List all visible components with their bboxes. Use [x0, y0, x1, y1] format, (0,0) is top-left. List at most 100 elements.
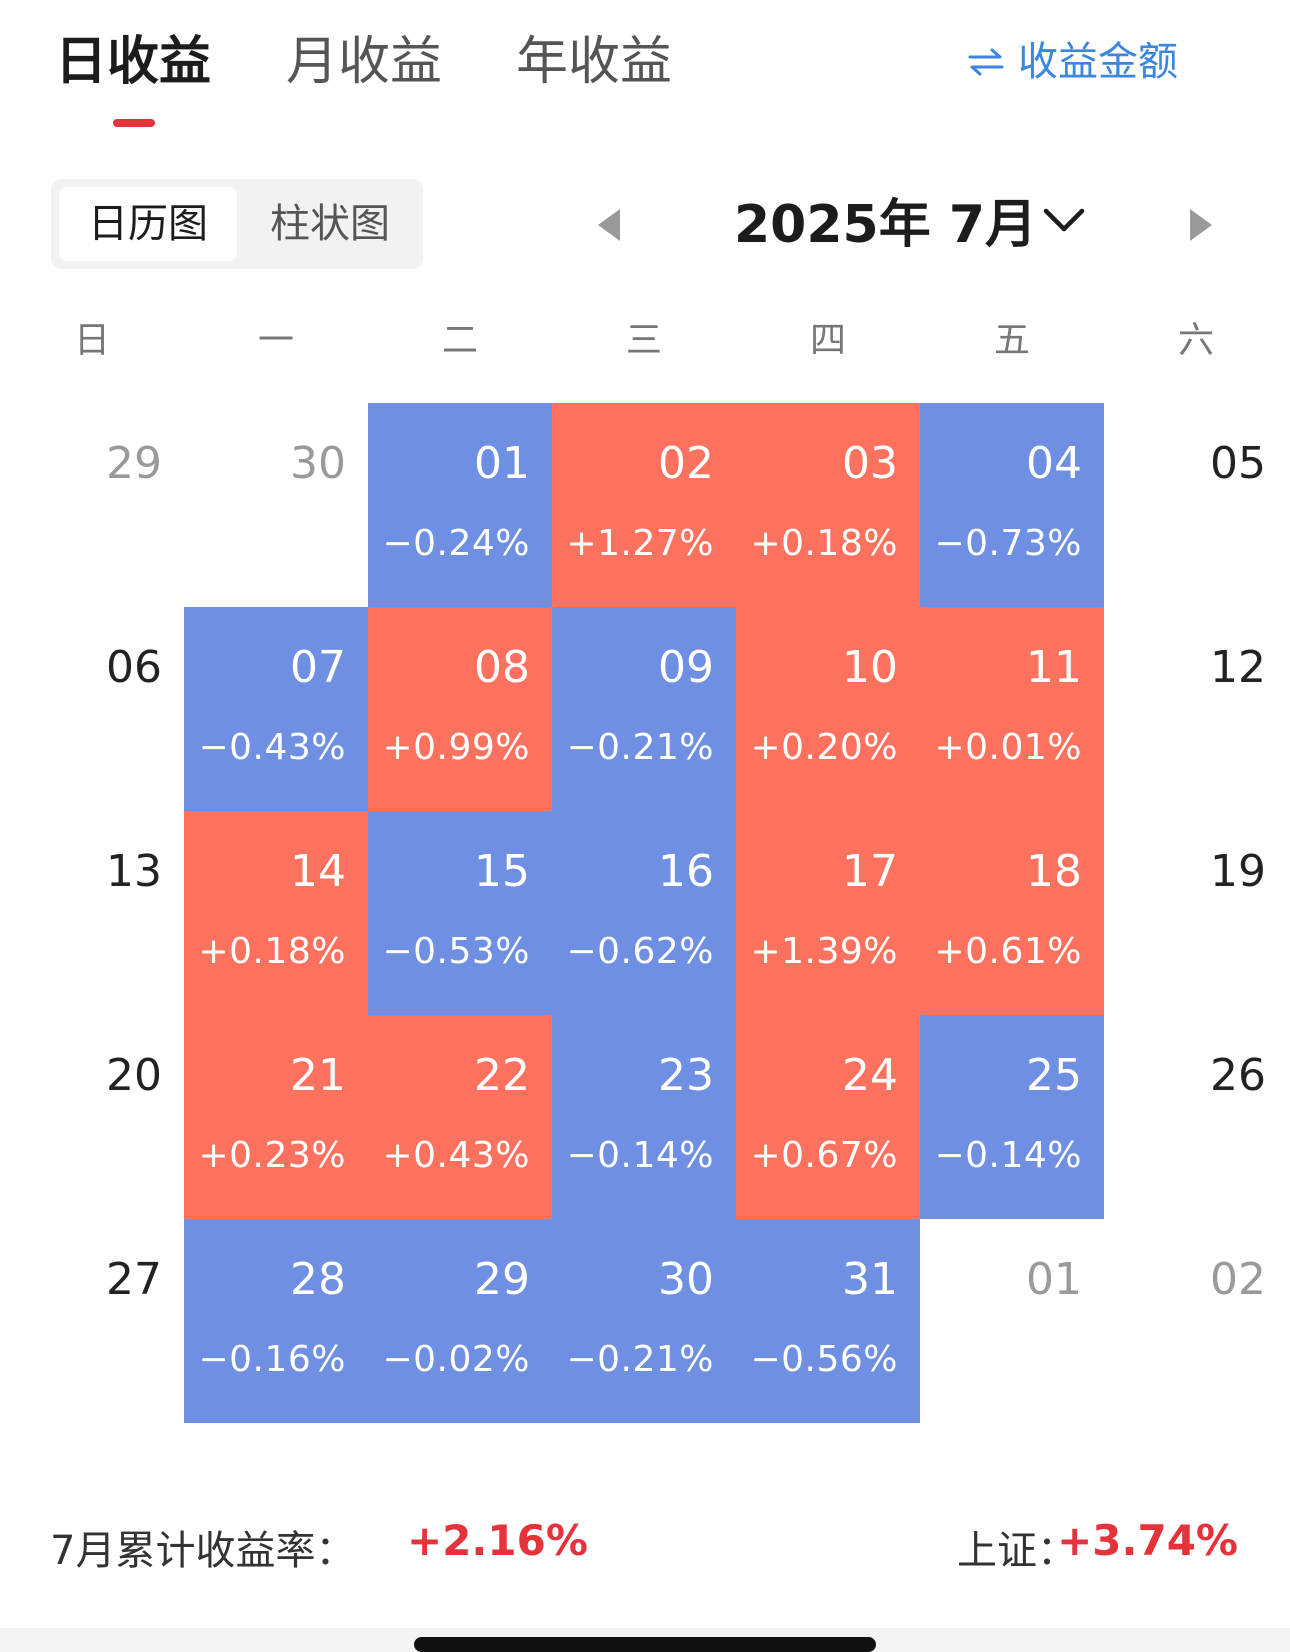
calendar-day-cell[interactable]: 26 [1104, 1015, 1288, 1219]
weekday-tue: 二 [441, 320, 478, 361]
triangle-right-icon[interactable] [1186, 205, 1216, 245]
day-number: 09 [658, 642, 714, 693]
day-number: 11 [1026, 642, 1082, 693]
calendar-day-cell[interactable]: 24 +0.67% [736, 1015, 920, 1219]
toggle-amount-label: 收益金额 [1018, 39, 1178, 85]
calendar-day-cell[interactable]: 30 [184, 403, 368, 607]
calendar-day-cell[interactable]: 03 +0.18% [736, 403, 920, 607]
month-label[interactable]: 2025年 7月 [734, 195, 1038, 255]
chevron-down-icon[interactable] [1040, 203, 1088, 237]
day-number: 27 [106, 1254, 162, 1305]
day-return-percent: +0.18% [198, 931, 346, 972]
calendar-day-cell[interactable]: 14 +0.18% [184, 811, 368, 1015]
day-number: 01 [474, 438, 530, 489]
index-value: +3.74% [1057, 1516, 1238, 1565]
calendar-day-cell[interactable]: 10 +0.20% [736, 607, 920, 811]
weekday-sun: 日 [73, 320, 110, 361]
day-number: 28 [290, 1254, 346, 1305]
calendar-day-cell[interactable]: 18 +0.61% [920, 811, 1104, 1015]
day-number: 30 [658, 1254, 714, 1305]
day-number: 31 [842, 1254, 898, 1305]
calendar-day-cell[interactable]: 15 −0.53% [368, 811, 552, 1015]
triangle-left-icon[interactable] [594, 205, 624, 245]
day-return-percent: +0.99% [382, 727, 530, 768]
calendar-day-cell[interactable]: 12 [1104, 607, 1288, 811]
day-return-percent: +0.67% [750, 1135, 898, 1176]
index-label: 上证： [957, 1528, 1077, 1574]
day-number: 12 [1210, 642, 1266, 693]
calendar-day-cell[interactable]: 06 [0, 607, 184, 811]
calendar-day-cell[interactable]: 20 [0, 1015, 184, 1219]
day-return-percent: −0.56% [750, 1339, 898, 1380]
day-return-percent: −0.53% [382, 931, 530, 972]
day-number: 25 [1026, 1050, 1082, 1101]
day-return-percent: −0.21% [566, 1339, 714, 1380]
day-return-percent: +1.27% [566, 523, 714, 564]
day-number: 07 [290, 642, 346, 693]
calendar-day-cell[interactable]: 07 −0.43% [184, 607, 368, 811]
calendar-day-cell[interactable]: 13 [0, 811, 184, 1015]
day-return-percent: −0.62% [566, 931, 714, 972]
day-number: 15 [474, 846, 530, 897]
calendar-day-cell[interactable]: 29 −0.02% [368, 1219, 552, 1423]
calendar-day-cell[interactable]: 02 [1104, 1219, 1288, 1423]
day-number: 19 [1210, 846, 1266, 897]
swap-arrows-icon [968, 48, 1004, 76]
day-number: 01 [1026, 1254, 1082, 1305]
calendar-day-cell[interactable]: 23 −0.14% [552, 1015, 736, 1219]
day-number: 02 [1210, 1254, 1266, 1305]
day-return-percent: −0.43% [198, 727, 346, 768]
day-number: 04 [1026, 438, 1082, 489]
tab-monthly-returns[interactable]: 月收益 [286, 32, 443, 92]
day-number: 17 [842, 846, 898, 897]
tab-yearly-returns[interactable]: 年收益 [516, 32, 673, 92]
calendar-day-cell[interactable]: 02 +1.27% [552, 403, 736, 607]
day-return-percent: −0.02% [382, 1339, 530, 1380]
day-number: 24 [842, 1050, 898, 1101]
day-return-percent: +0.61% [934, 931, 1082, 972]
calendar-day-cell[interactable]: 27 [0, 1219, 184, 1423]
day-return-percent: −0.16% [198, 1339, 346, 1380]
day-return-percent: +1.39% [750, 931, 898, 972]
calendar-day-cell[interactable]: 04 −0.73% [920, 403, 1104, 607]
day-return-percent: −0.14% [566, 1135, 714, 1176]
calendar-day-cell[interactable]: 09 −0.21% [552, 607, 736, 811]
day-number: 02 [658, 438, 714, 489]
day-number: 16 [658, 846, 714, 897]
calendar-day-cell[interactable]: 22 +0.43% [368, 1015, 552, 1219]
weekday-wed: 三 [625, 320, 662, 361]
day-number: 13 [106, 846, 162, 897]
calendar-day-cell[interactable]: 05 [1104, 403, 1288, 607]
day-return-percent: +0.23% [198, 1135, 346, 1176]
calendar-day-cell[interactable]: 29 [0, 403, 184, 607]
calendar-day-cell[interactable]: 08 +0.99% [368, 607, 552, 811]
weekday-fri: 五 [993, 320, 1030, 361]
calendar-day-cell[interactable]: 19 [1104, 811, 1288, 1015]
calendar-day-cell[interactable]: 11 +0.01% [920, 607, 1104, 811]
day-number: 03 [842, 438, 898, 489]
calendar-day-cell[interactable]: 25 −0.14% [920, 1015, 1104, 1219]
calendar-day-cell[interactable]: 16 −0.62% [552, 811, 736, 1015]
calendar-view-button[interactable]: 日历图 [59, 187, 237, 261]
view-switch: 日历图 柱状图 [51, 179, 423, 269]
active-tab-indicator [113, 119, 155, 127]
day-number: 20 [106, 1050, 162, 1101]
calendar-day-cell[interactable]: 01 −0.24% [368, 403, 552, 607]
toggle-amount-button[interactable]: 收益金额 [968, 34, 1178, 90]
calendar-grid: 29 30 01 −0.24% 02 +1.27% 03 +0.18% 04 −0.73% 05 06… [0, 403, 1290, 1423]
calendar-day-cell[interactable]: 28 −0.16% [184, 1219, 368, 1423]
day-return-percent: −0.73% [934, 523, 1082, 564]
calendar-day-cell[interactable]: 30 −0.21% [552, 1219, 736, 1423]
monthly-cumulative-value: +2.16% [407, 1516, 588, 1565]
weekday-sat: 六 [1177, 320, 1214, 361]
day-return-percent: +0.20% [750, 727, 898, 768]
calendar-day-cell[interactable]: 31 −0.56% [736, 1219, 920, 1423]
calendar-day-cell[interactable]: 21 +0.23% [184, 1015, 368, 1219]
day-number: 22 [474, 1050, 530, 1101]
tab-daily-returns[interactable]: 日收益 [55, 32, 212, 92]
day-number: 30 [290, 438, 346, 489]
day-number: 10 [842, 642, 898, 693]
calendar-day-cell[interactable]: 17 +1.39% [736, 811, 920, 1015]
calendar-day-cell[interactable]: 01 [920, 1219, 1104, 1423]
bar-chart-view-button[interactable]: 柱状图 [270, 201, 390, 247]
